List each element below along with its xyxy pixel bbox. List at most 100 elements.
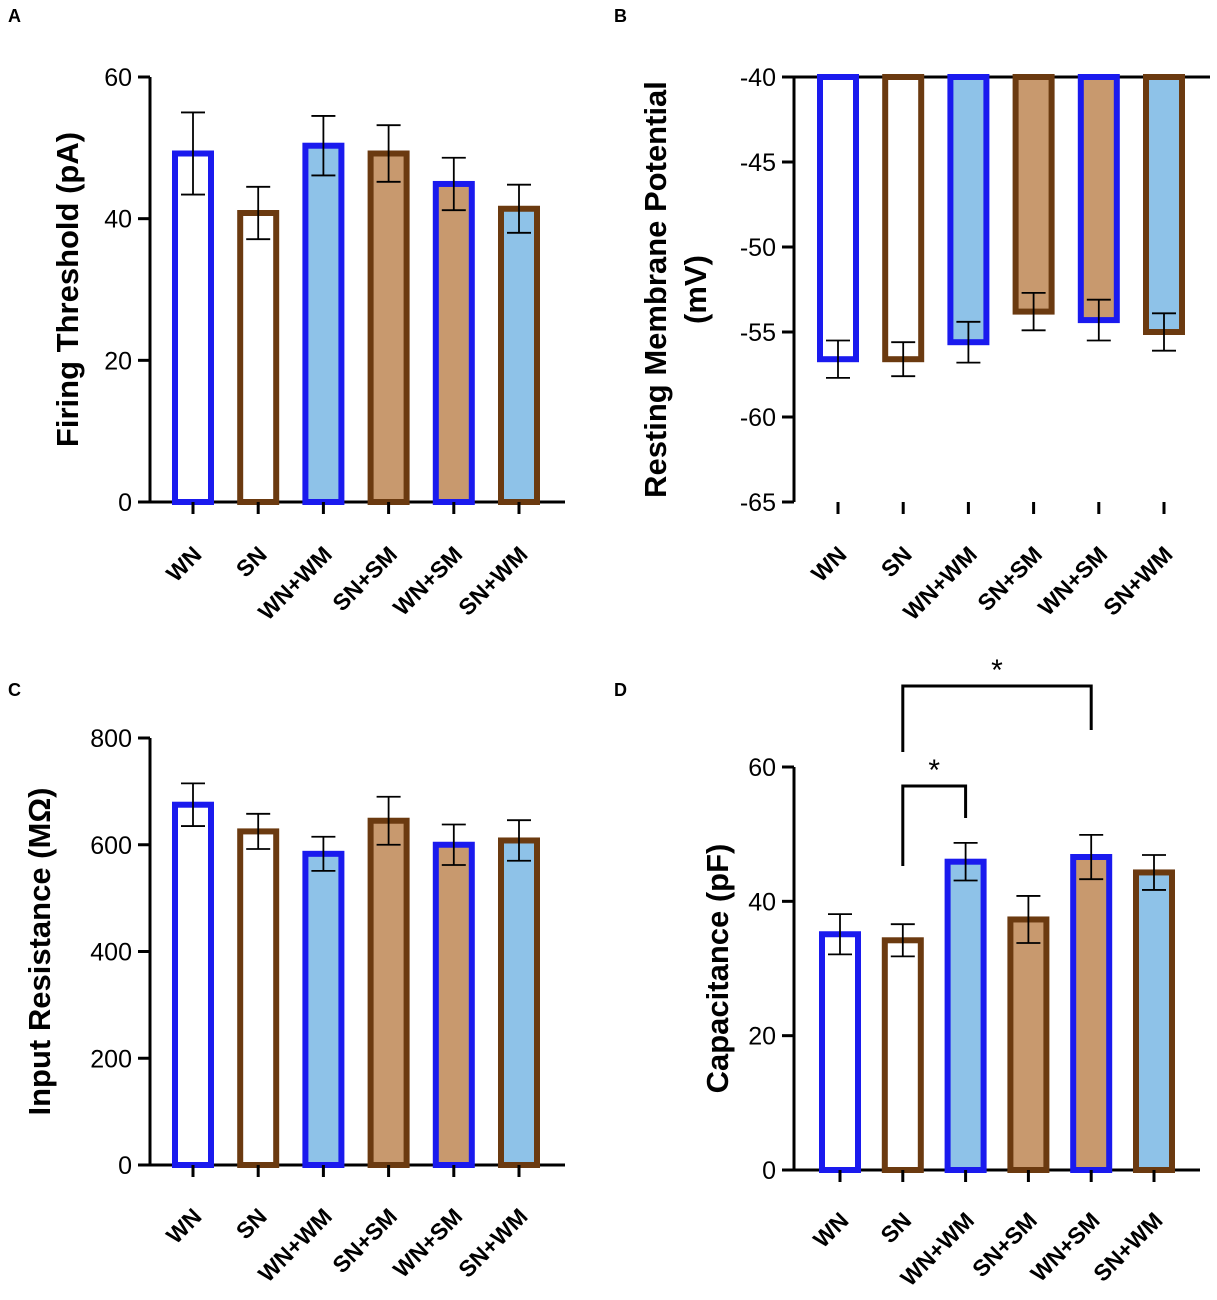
error-bar — [956, 320, 981, 364]
error-bar — [1142, 854, 1166, 891]
bar-sn — [882, 74, 925, 363]
y-tick-label: -60 — [740, 404, 776, 432]
error-bar — [246, 185, 271, 241]
bar-wn-plus-wm — [947, 74, 990, 346]
bar-sn — [237, 828, 280, 1168]
y-tick-label: 600 — [90, 832, 132, 860]
category-label: WN+SM — [388, 1203, 467, 1282]
category-label: SN — [876, 541, 917, 582]
bar-sn — [881, 937, 924, 1173]
panel-c: C 0 200 400 600 800 Input Resistance (MΩ) WN SN W… — [8, 680, 565, 1287]
y-tick-label: 0 — [118, 489, 132, 517]
y-tick-label: 20 — [748, 1023, 776, 1051]
error-bar — [376, 795, 401, 846]
bar-wn-plus-wm — [944, 858, 987, 1174]
error-bar — [181, 111, 205, 196]
category-label: SN — [875, 1207, 916, 1248]
category-label: WN — [806, 541, 851, 586]
error-bar — [181, 782, 205, 827]
y-tick-label: 40 — [104, 206, 132, 234]
y-tick-label: 60 — [748, 754, 776, 782]
y-tick-label: -45 — [740, 149, 776, 177]
bar-wn — [172, 150, 214, 505]
y-tick-label: -40 — [740, 64, 776, 92]
bar-wn-plus-sm — [432, 180, 475, 505]
error-bar — [1021, 291, 1046, 332]
category-label: WN+SM — [1033, 541, 1112, 620]
bar-sn-plus-sm — [1012, 74, 1055, 315]
error-bar — [1016, 895, 1041, 944]
y-axis-title: (mV) — [678, 255, 713, 324]
bar-wn-plus-sm — [1077, 74, 1120, 324]
error-bar — [507, 819, 531, 862]
error-bar — [311, 835, 336, 872]
error-bar — [311, 115, 336, 177]
bar-sn-plus-wm — [1133, 869, 1175, 1173]
panel-letter: B — [614, 6, 627, 26]
error-bar — [828, 913, 852, 956]
bar-sn-plus-sm — [367, 817, 410, 1168]
error-bar — [890, 923, 915, 958]
bar-sn-plus-sm — [367, 150, 410, 505]
error-bar — [826, 339, 850, 379]
significance-bracket: * — [901, 654, 1093, 752]
bar-wn — [172, 801, 214, 1168]
error-bar — [507, 183, 531, 234]
panel-letter: D — [614, 680, 627, 700]
error-bar — [1079, 833, 1104, 881]
panel-letter: C — [8, 680, 21, 700]
category-label: WN — [161, 541, 206, 586]
y-tick-label: 0 — [118, 1152, 132, 1180]
y-tick-label: 0 — [762, 1157, 776, 1185]
y-tick-label: 60 — [104, 64, 132, 92]
y-axis-title: Resting Membrane Potential — [638, 81, 673, 498]
bar-wn-plus-sm — [432, 841, 475, 1168]
bar-sn-plus-wm — [498, 837, 540, 1168]
y-tick-label: -55 — [740, 319, 776, 347]
y-tick-label: 800 — [90, 725, 132, 753]
y-tick-label: 20 — [104, 347, 132, 375]
y-tick-label: 400 — [90, 939, 132, 967]
bar-wn-plus-wm — [302, 142, 345, 505]
bar-sn — [237, 210, 280, 505]
category-label: SN+WM — [453, 1203, 532, 1282]
significance-bracket: * — [901, 754, 968, 866]
y-axis-title: Capacitance (pF) — [700, 844, 735, 1094]
bar-wn-plus-wm — [302, 850, 345, 1168]
error-bar — [1086, 298, 1111, 342]
panel-letter: A — [8, 6, 21, 26]
category-label: SN — [231, 541, 272, 582]
error-bar — [441, 823, 466, 866]
bar-sn-plus-sm — [1007, 916, 1050, 1173]
category-label: SN+WM — [1098, 541, 1177, 620]
category-label: WN+SM — [1025, 1207, 1104, 1286]
y-tick-label: -65 — [740, 489, 776, 517]
bar-wn — [817, 74, 859, 363]
error-bar — [1152, 312, 1176, 352]
error-bar — [246, 812, 271, 850]
error-bar — [441, 156, 466, 212]
category-label: WN — [161, 1203, 206, 1248]
y-axis-title: Input Resistance (MΩ) — [22, 788, 57, 1116]
bar-sn-plus-wm — [1143, 74, 1185, 335]
bar-wn — [819, 931, 861, 1173]
y-tick-label: 200 — [90, 1045, 132, 1073]
category-label: WN+SM — [388, 541, 467, 620]
y-tick-label: -50 — [740, 234, 776, 262]
category-label: SN — [231, 1203, 272, 1244]
error-bar — [953, 841, 978, 882]
bar-wn-plus-sm — [1070, 854, 1113, 1174]
bar-sn-plus-wm — [498, 205, 540, 505]
category-label: SN+WM — [1088, 1207, 1167, 1286]
y-axis-title: Firing Threshold (pA) — [50, 132, 85, 447]
significance-star: * — [991, 654, 1003, 687]
y-tick-label: 40 — [748, 888, 776, 916]
category-label: WN — [808, 1207, 853, 1252]
significance-star: * — [928, 754, 940, 787]
category-label: SN+WM — [453, 541, 532, 620]
error-bar — [376, 124, 401, 183]
error-bar — [891, 341, 916, 378]
